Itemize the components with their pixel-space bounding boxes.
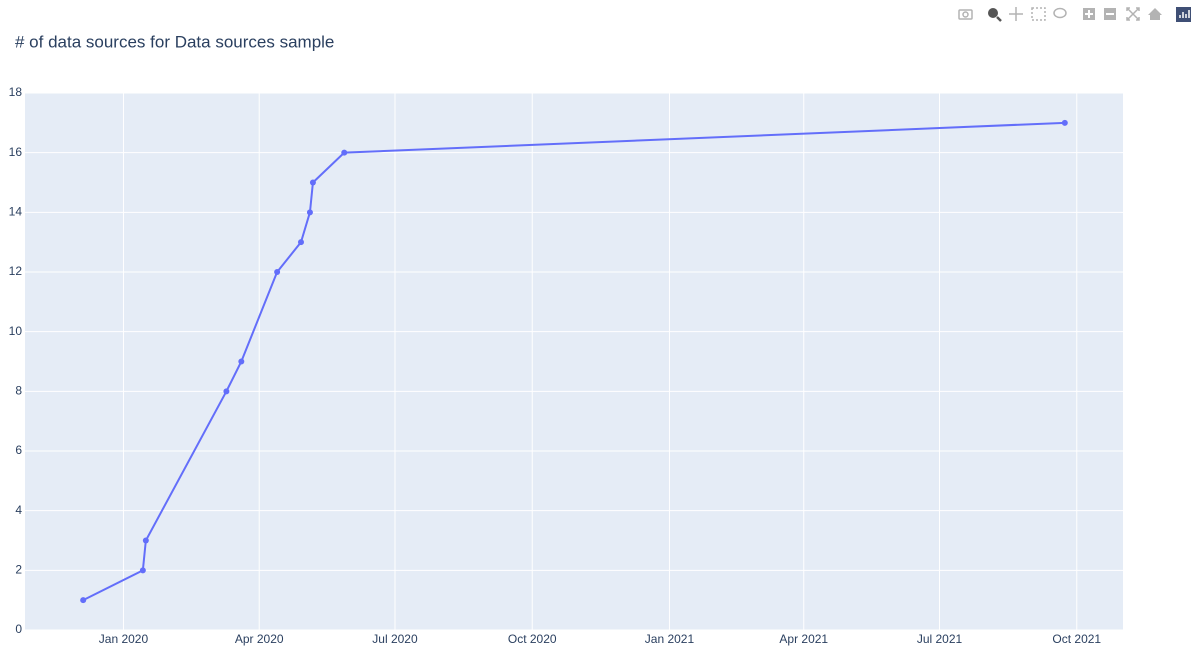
x-tick-label: Jan 2020 <box>99 632 149 646</box>
y-tick-label: 10 <box>9 324 23 338</box>
y-tick-label: 4 <box>15 503 22 517</box>
x-tick-label: Oct 2021 <box>1052 632 1101 646</box>
camera-button[interactable] <box>958 9 973 20</box>
y-tick-label: 0 <box>15 622 22 636</box>
x-tick-label: Jul 2020 <box>372 632 418 646</box>
zoom-in-button[interactable] <box>1083 8 1095 20</box>
point <box>223 388 230 395</box>
y-tick-label: 6 <box>15 443 22 457</box>
chart-title: # of data sources for Data sources sampl… <box>15 32 334 51</box>
plot-area <box>25 93 1123 630</box>
modebar <box>958 7 1191 22</box>
box-select-button[interactable] <box>1031 7 1046 21</box>
point <box>238 358 245 365</box>
y-tick-label: 2 <box>15 563 22 577</box>
y-tick-label: 18 <box>9 85 23 99</box>
lasso-button[interactable] <box>1053 7 1067 19</box>
reset-axes-button[interactable] <box>1148 8 1162 20</box>
x-tick-label: Oct 2020 <box>508 632 557 646</box>
x-tick-label: Apr 2021 <box>779 632 828 646</box>
point <box>1061 119 1068 126</box>
point <box>274 269 281 275</box>
y-tick-label: 14 <box>9 205 23 219</box>
point <box>297 239 304 246</box>
y-tick-label: 16 <box>9 145 23 159</box>
zoom-button[interactable] <box>988 8 1002 22</box>
zoom-out-button[interactable] <box>1104 8 1116 20</box>
y-tick-label: 8 <box>15 384 22 398</box>
plotly-logo[interactable] <box>1176 7 1191 22</box>
point <box>142 537 149 544</box>
pan-button[interactable] <box>1009 7 1023 21</box>
point <box>306 209 313 216</box>
x-tick-label: Apr 2020 <box>235 632 284 646</box>
y-tick-label: 12 <box>9 264 23 278</box>
point <box>80 597 87 604</box>
point <box>341 149 348 156</box>
autoscale-button[interactable] <box>1126 7 1140 21</box>
point <box>309 179 316 186</box>
x-tick-label: Jul 2021 <box>917 632 963 646</box>
x-tick-label: Jan 2021 <box>645 632 695 646</box>
point <box>139 567 146 574</box>
